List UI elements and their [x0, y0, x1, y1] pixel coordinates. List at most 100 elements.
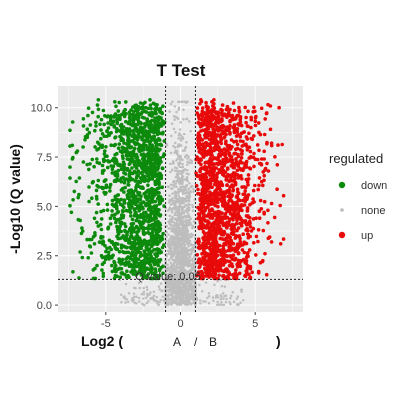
data-point-up	[206, 201, 210, 206]
data-point-none	[182, 206, 185, 209]
data-point-down	[144, 242, 149, 246]
data-point-down	[101, 242, 105, 246]
data-point-none	[171, 100, 174, 104]
data-point-up	[197, 226, 202, 231]
data-point-up	[259, 179, 264, 184]
data-point-none	[172, 275, 176, 278]
data-point-none	[179, 226, 182, 230]
data-point-down	[99, 136, 103, 141]
data-point-up	[205, 193, 210, 198]
data-point-up	[210, 100, 214, 104]
data-point-down	[124, 153, 129, 158]
data-point-up	[269, 143, 274, 148]
data-point-none	[152, 294, 156, 297]
data-point-up	[205, 105, 210, 109]
legend-swatch-none	[340, 208, 344, 212]
data-point-down	[139, 194, 143, 198]
data-point-none	[173, 105, 177, 108]
data-point-down	[144, 210, 148, 215]
data-point-none	[146, 294, 149, 297]
data-point-none	[183, 147, 187, 150]
data-point-down	[90, 196, 94, 200]
data-point-up	[239, 152, 244, 156]
data-point-none	[187, 197, 190, 200]
data-point-none	[165, 143, 169, 147]
data-point-none	[165, 283, 169, 286]
data-point-none	[131, 296, 134, 300]
data-point-down	[131, 263, 135, 268]
data-point-up	[227, 127, 232, 131]
data-point-none	[169, 102, 173, 106]
data-point-none	[165, 280, 169, 283]
data-point-up	[262, 132, 267, 137]
data-point-down	[141, 158, 146, 163]
data-point-none	[177, 197, 180, 201]
data-point-down	[95, 263, 99, 268]
data-point-none	[179, 246, 183, 249]
data-point-down	[113, 156, 117, 161]
data-point-none	[222, 297, 225, 300]
data-point-down	[140, 186, 144, 190]
data-point-none	[168, 201, 171, 204]
data-point-none	[167, 293, 170, 297]
data-point-down	[140, 110, 144, 114]
data-point-none	[189, 284, 192, 287]
data-point-none	[192, 187, 195, 191]
data-point-up	[260, 259, 265, 264]
data-point-down	[96, 224, 101, 228]
data-point-up	[210, 122, 215, 127]
data-point-up	[231, 232, 235, 237]
data-point-down	[120, 112, 124, 117]
data-point-down	[146, 183, 150, 187]
data-point-up	[234, 116, 238, 121]
data-point-up	[269, 201, 274, 206]
data-point-none	[179, 185, 182, 189]
data-point-up	[253, 123, 258, 128]
data-point-none	[137, 300, 141, 303]
data-point-up	[238, 221, 242, 226]
data-point-up	[197, 117, 202, 121]
data-point-up	[243, 273, 247, 278]
data-point-down	[155, 161, 159, 166]
data-point-up	[216, 155, 220, 159]
data-point-up	[201, 182, 205, 187]
data-point-up	[216, 114, 221, 118]
data-point-down	[87, 167, 91, 172]
data-point-down	[130, 217, 135, 222]
data-point-down	[76, 217, 81, 222]
data-point-down	[124, 112, 128, 116]
data-point-down	[108, 245, 112, 250]
data-point-down	[115, 242, 120, 246]
y-tick-label: 7.5	[37, 152, 52, 164]
data-point-none	[174, 169, 177, 173]
data-point-down	[153, 155, 157, 159]
data-point-down	[85, 237, 89, 242]
data-point-none	[187, 248, 191, 252]
data-point-down	[142, 126, 146, 130]
data-point-down	[127, 241, 131, 245]
data-point-none	[189, 274, 193, 278]
data-point-up	[250, 270, 254, 275]
data-point-down	[112, 216, 117, 220]
data-point-down	[137, 163, 142, 167]
data-point-none	[184, 219, 188, 222]
data-point-up	[246, 235, 251, 240]
data-point-down	[142, 260, 147, 265]
data-point-none	[202, 300, 205, 303]
data-point-none	[171, 235, 174, 239]
legend-label-up: up	[361, 230, 373, 242]
data-point-none	[181, 170, 184, 173]
data-point-down	[115, 218, 120, 222]
data-point-up	[208, 194, 213, 198]
data-point-down	[138, 197, 143, 202]
data-point-none	[177, 164, 180, 167]
data-point-down	[147, 125, 152, 130]
data-point-down	[154, 270, 158, 274]
data-point-up	[233, 256, 238, 261]
data-point-down	[134, 185, 138, 190]
data-point-none	[168, 298, 172, 302]
data-point-none	[119, 293, 123, 297]
data-point-none	[183, 187, 187, 190]
data-point-none	[177, 252, 180, 256]
data-point-none	[181, 221, 184, 225]
